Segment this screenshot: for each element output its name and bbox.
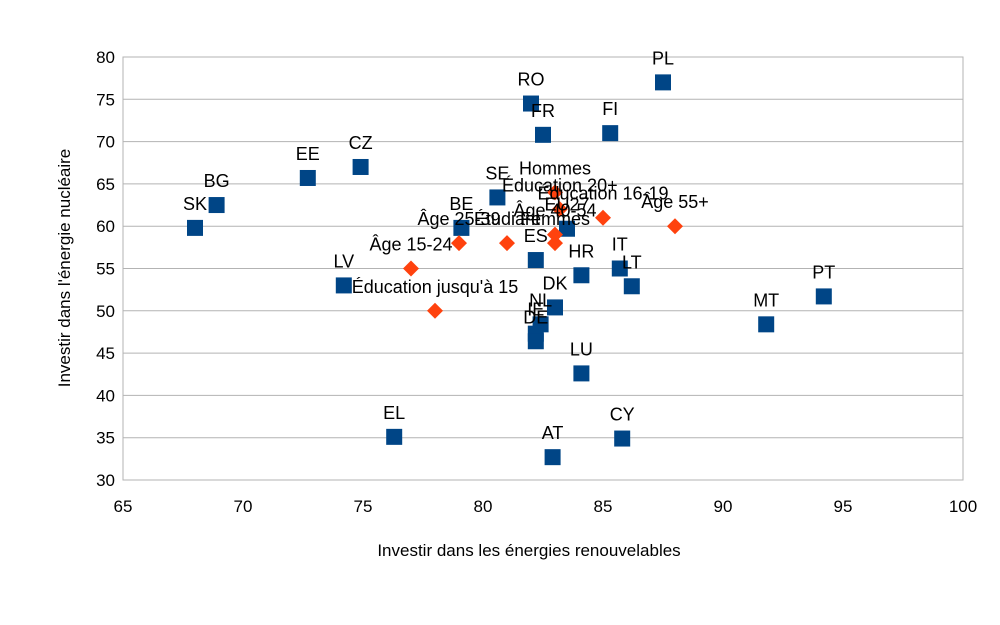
point-label: HR bbox=[568, 241, 594, 261]
point-label: Éducation 20+ bbox=[502, 175, 618, 195]
point-label: Hommes bbox=[519, 158, 591, 178]
point-label: AT bbox=[542, 423, 564, 443]
point-label: CZ bbox=[349, 133, 373, 153]
point-label: Étudiant bbox=[474, 209, 540, 229]
point-label: FR bbox=[531, 101, 555, 121]
group-point bbox=[499, 235, 515, 252]
point-label: SE bbox=[485, 163, 509, 183]
y-axis-title: Investir dans l'énergie nucléaire bbox=[55, 149, 74, 388]
point-label: LT bbox=[622, 252, 642, 272]
country-point bbox=[602, 125, 619, 142]
point-label: SK bbox=[183, 194, 207, 214]
country-point bbox=[527, 333, 544, 350]
x-tick-label: 85 bbox=[594, 497, 613, 516]
y-tick-label: 30 bbox=[96, 471, 115, 490]
y-tick-label: 80 bbox=[96, 48, 115, 67]
point-label: LU bbox=[570, 339, 593, 359]
x-tick-label: 65 bbox=[114, 497, 133, 516]
y-tick-label: 65 bbox=[96, 175, 115, 194]
point-label: EE bbox=[296, 144, 320, 164]
country-point bbox=[544, 449, 561, 466]
country-point bbox=[623, 278, 640, 295]
y-tick-label: 75 bbox=[96, 90, 115, 109]
country-point bbox=[547, 299, 563, 316]
point-label: Âge 15-24 bbox=[369, 235, 452, 255]
point-label: EL bbox=[383, 403, 405, 423]
point-label: EU27 bbox=[544, 195, 589, 215]
x-tick-label: 95 bbox=[834, 497, 853, 516]
point-label: BG bbox=[204, 171, 230, 191]
point-label: Éducation 16-19 bbox=[537, 184, 668, 204]
group-point bbox=[427, 302, 443, 319]
country-point bbox=[187, 219, 203, 236]
y-tick-label: 40 bbox=[96, 386, 115, 405]
point-label: RO bbox=[518, 70, 545, 90]
plot-area bbox=[122, 56, 964, 481]
group-point bbox=[451, 235, 467, 252]
group-point bbox=[403, 260, 419, 277]
country-point bbox=[527, 252, 544, 269]
point-label: IT bbox=[612, 235, 628, 255]
point-label: DK bbox=[542, 273, 567, 293]
y-tick-label: 70 bbox=[96, 133, 115, 152]
country-point bbox=[611, 260, 628, 277]
country-point bbox=[489, 189, 506, 206]
country-point bbox=[352, 158, 369, 175]
x-tick-label: 100 bbox=[949, 497, 977, 516]
point-label: Âge 55+ bbox=[641, 192, 709, 212]
country-point bbox=[208, 197, 225, 214]
point-label: Âge 25-39 bbox=[417, 209, 500, 229]
point-label: PT bbox=[812, 262, 835, 282]
country-point bbox=[386, 428, 403, 445]
point-label: BE bbox=[449, 194, 473, 214]
group-point bbox=[547, 226, 563, 243]
y-axis-ticks: 30 35 40 45 50 55 60 65 70 75 80 bbox=[96, 48, 115, 490]
point-label: Femmes bbox=[520, 209, 590, 229]
point-label: Âge 40-54 bbox=[513, 201, 596, 221]
point-label: CY bbox=[610, 405, 635, 425]
x-tick-label: 90 bbox=[714, 497, 733, 516]
point-label: IE bbox=[527, 300, 544, 320]
country-point bbox=[573, 365, 590, 382]
x-tick-label: 70 bbox=[234, 497, 253, 516]
country-point bbox=[453, 219, 470, 236]
point-label: LV bbox=[333, 251, 354, 271]
y-tick-label: 35 bbox=[96, 429, 115, 448]
y-tick-label: 45 bbox=[96, 344, 115, 363]
country-point bbox=[535, 126, 551, 143]
country-point bbox=[335, 277, 352, 294]
group-point bbox=[551, 201, 568, 218]
point-label: PL bbox=[652, 48, 674, 68]
x-tick-label: 75 bbox=[354, 497, 373, 516]
point-label: NL bbox=[529, 290, 552, 310]
country-point bbox=[655, 74, 671, 91]
country-point bbox=[299, 169, 316, 186]
group-point bbox=[547, 235, 563, 252]
data-points bbox=[187, 74, 832, 466]
y-tick-label: 60 bbox=[96, 217, 115, 236]
x-tick-label: 80 bbox=[474, 497, 493, 516]
country-point bbox=[815, 288, 832, 305]
x-axis-title: Investir dans les énergies renouvelables bbox=[377, 541, 680, 560]
y-tick-label: 55 bbox=[96, 260, 115, 279]
x-axis-ticks: 65 70 75 80 85 90 95 100 bbox=[114, 497, 978, 516]
point-label: FI bbox=[602, 99, 618, 119]
y-tick-label: 50 bbox=[96, 302, 115, 321]
country-point bbox=[523, 95, 539, 112]
point-label: ES bbox=[524, 226, 548, 246]
point-label: MT bbox=[753, 290, 779, 310]
country-point bbox=[614, 430, 631, 447]
group-point bbox=[547, 184, 563, 201]
group-point bbox=[595, 209, 611, 226]
point-label: DE bbox=[523, 307, 548, 327]
country-point bbox=[758, 316, 775, 333]
country-point bbox=[573, 267, 590, 284]
group-point bbox=[667, 218, 683, 235]
point-label: Éducation jusqu'à 15 bbox=[352, 277, 519, 297]
country-point bbox=[559, 220, 575, 237]
